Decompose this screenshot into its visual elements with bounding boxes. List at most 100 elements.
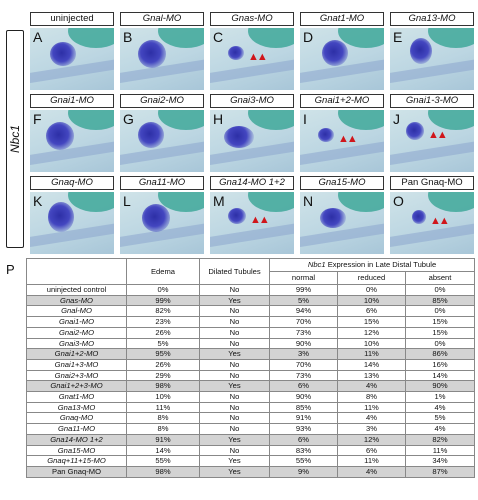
panel-letter: B — [123, 29, 133, 45]
yolk-region — [68, 110, 114, 130]
cell-edema: 8% — [126, 423, 200, 435]
header-reduced: reduced — [337, 271, 406, 285]
nbc1-stain — [46, 122, 74, 150]
nbc1-stain — [50, 42, 76, 66]
cell-normal: 5% — [269, 294, 338, 307]
panel-title: Gna11-MO — [120, 176, 204, 190]
panel-title: Gnaq-MO — [30, 176, 114, 190]
row-condition: Gnai2-MO — [26, 326, 127, 339]
red-arrowhead-icon: ▲▲ — [430, 215, 450, 227]
table-row: Gnai1+3-MO 26% No 70% 14% 16% — [26, 358, 476, 371]
embryo-photo: F — [30, 110, 114, 172]
cell-normal: 55% — [269, 455, 338, 467]
cell-reduced: 10% — [337, 294, 406, 307]
cell-edema: 55% — [126, 455, 200, 467]
table-row: Gnas-MO 99% Yes 5% 10% 85% — [26, 294, 476, 307]
cell-normal: 90% — [269, 337, 338, 350]
row-condition: Gnai1+3-MO — [26, 358, 127, 371]
cell-normal: 85% — [269, 401, 338, 414]
cell-reduced: 0% — [337, 284, 406, 296]
cell-reduced: 11% — [337, 401, 406, 414]
cell-dilated: No — [199, 369, 270, 382]
yolk-region — [68, 28, 114, 48]
panel-letter: K — [33, 193, 43, 209]
panel-letter: F — [33, 111, 42, 127]
row-condition: Gnat1-MO — [26, 391, 127, 403]
cell-dilated: No — [199, 337, 270, 350]
row-condition: Gnas-MO — [26, 294, 127, 307]
panel-letter: E — [393, 29, 403, 45]
cell-absent: 0% — [404, 337, 476, 350]
red-arrowhead-icon: ▲▲ — [428, 129, 448, 141]
embryo-photo: L — [120, 192, 204, 254]
embryo-photo: O ▲▲ — [390, 192, 474, 254]
header-dilated: Dilated Tubules — [199, 258, 270, 285]
header-expression-gene: Nbc1 — [307, 260, 326, 269]
cell-edema: 95% — [126, 348, 200, 360]
nbc1-stain — [224, 126, 254, 148]
cell-normal: 9% — [269, 465, 338, 478]
cell-absent: 4% — [404, 423, 476, 435]
panel-title: Gnas-MO — [210, 12, 294, 26]
panel-title: Gnat1-MO — [300, 12, 384, 26]
image-panel: Gna11-MO L — [120, 176, 204, 256]
embryo-photo: G — [120, 110, 204, 172]
cell-reduced: 15% — [337, 316, 406, 328]
cell-absent: 4% — [404, 401, 476, 414]
cell-absent: 14% — [404, 369, 476, 382]
cell-dilated: No — [199, 412, 270, 425]
panel-title: Gnal-MO — [120, 12, 204, 26]
cell-normal: 73% — [269, 369, 338, 382]
embryo-photo: H — [210, 110, 294, 172]
image-panel: uninjected A — [30, 12, 114, 92]
nbc1-stain — [138, 122, 164, 148]
image-panel: Gna14-MO 1+2 M ▲▲ — [210, 176, 294, 256]
cell-edema: 29% — [126, 369, 200, 382]
header-normal: normal — [269, 271, 338, 285]
cell-dilated: Yes — [199, 465, 270, 478]
red-arrowhead-icon: ▲▲ — [250, 214, 270, 226]
panel-title: Gnai3-MO — [210, 94, 294, 108]
table-row: Gnai1+2-MO 95% Yes 3% 11% 86% — [26, 348, 476, 360]
yolk-region — [158, 28, 204, 48]
panel-title: Pan Gnaq-MO — [390, 176, 474, 190]
tubule-band — [210, 140, 294, 166]
cell-normal: 91% — [269, 412, 338, 425]
cell-reduced: 11% — [337, 455, 406, 467]
nbc1-stain — [406, 122, 424, 140]
panel-letter: I — [303, 111, 307, 127]
embryo-photo: I ▲▲ — [300, 110, 384, 172]
embryo-photo: B — [120, 28, 204, 90]
table-body: uninjected control 0% No 99% 0% 0% Gnas-MO 99% Y… — [26, 284, 476, 478]
cell-dilated: No — [199, 316, 270, 328]
cell-reduced: 12% — [337, 433, 406, 446]
panel-title: uninjected — [30, 12, 114, 26]
nbc1-stain — [142, 204, 170, 232]
image-panel: Gna13-MO E — [390, 12, 474, 92]
cell-normal: 70% — [269, 358, 338, 371]
yolk-region — [248, 110, 294, 130]
image-panel: Gnai1-3-MO J ▲▲ — [390, 94, 474, 174]
tubule-band — [300, 222, 384, 248]
cell-absent: 87% — [404, 465, 476, 478]
cell-dilated: No — [199, 444, 270, 457]
nbc1-stain — [410, 38, 432, 64]
nbc1-stain — [138, 40, 166, 68]
red-arrowhead-icon: ▲▲ — [338, 133, 358, 145]
panel-letter: D — [303, 29, 314, 45]
table-row: Gna15-MO 14% No 83% 6% 11% — [26, 444, 476, 457]
cell-edema: 99% — [126, 294, 200, 307]
image-panel: Gnat1-MO D — [300, 12, 384, 92]
nbc1-stain — [48, 202, 74, 232]
tubule-band — [30, 140, 114, 166]
nbc1-stain — [322, 40, 348, 66]
embryo-photo: C ▲▲ — [210, 28, 294, 90]
table-row: Gna14-MO 1+2 91% Yes 6% 12% 82% — [26, 433, 476, 446]
cell-normal: 93% — [269, 423, 338, 435]
embryo-photo: E — [390, 28, 474, 90]
embryo-photo: K — [30, 192, 114, 254]
cell-dilated: No — [199, 401, 270, 414]
red-arrowhead-icon: ▲▲ — [248, 51, 268, 63]
table-row: Gnai1+2+3-MO 98% Yes 6% 4% 90% — [26, 380, 476, 393]
row-condition: uninjected control — [26, 284, 127, 296]
